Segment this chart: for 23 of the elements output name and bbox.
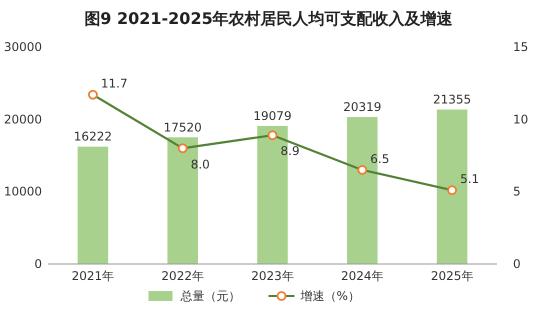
y-tick-label: 30000 bbox=[4, 40, 42, 54]
data-label: 11.7 bbox=[100, 76, 128, 91]
data-label: 21355 bbox=[433, 92, 472, 107]
data-label: 19079 bbox=[253, 108, 292, 123]
x-tick-label: 2025年 bbox=[430, 269, 474, 283]
y2-tick-label: 0 bbox=[513, 257, 521, 271]
y-tick-label: 0 bbox=[34, 257, 42, 271]
x-tick-label: 2022年 bbox=[161, 269, 204, 283]
data-label: 16222 bbox=[74, 130, 112, 144]
x-tick-label: 2024年 bbox=[341, 269, 384, 283]
y-tick-label: 10000 bbox=[4, 184, 42, 199]
chart-title: 图9 2021-2025年农村居民人均可支配收入及增速 bbox=[84, 9, 454, 28]
data-label: 17520 bbox=[164, 120, 202, 134]
y2-tick-label: 15 bbox=[513, 40, 528, 54]
legend-label: 增速（%） bbox=[300, 289, 360, 303]
x-tick-label: 2021年 bbox=[72, 269, 114, 283]
y2-tick-label: 5 bbox=[513, 184, 521, 199]
x-tick-label: 2023年 bbox=[251, 269, 294, 283]
y2-tick-label: 10 bbox=[513, 112, 528, 126]
legend-label: 总量（元） bbox=[180, 289, 240, 303]
bar bbox=[78, 146, 108, 264]
y-tick-label: 20000 bbox=[4, 112, 42, 126]
data-label: 20319 bbox=[343, 100, 382, 114]
